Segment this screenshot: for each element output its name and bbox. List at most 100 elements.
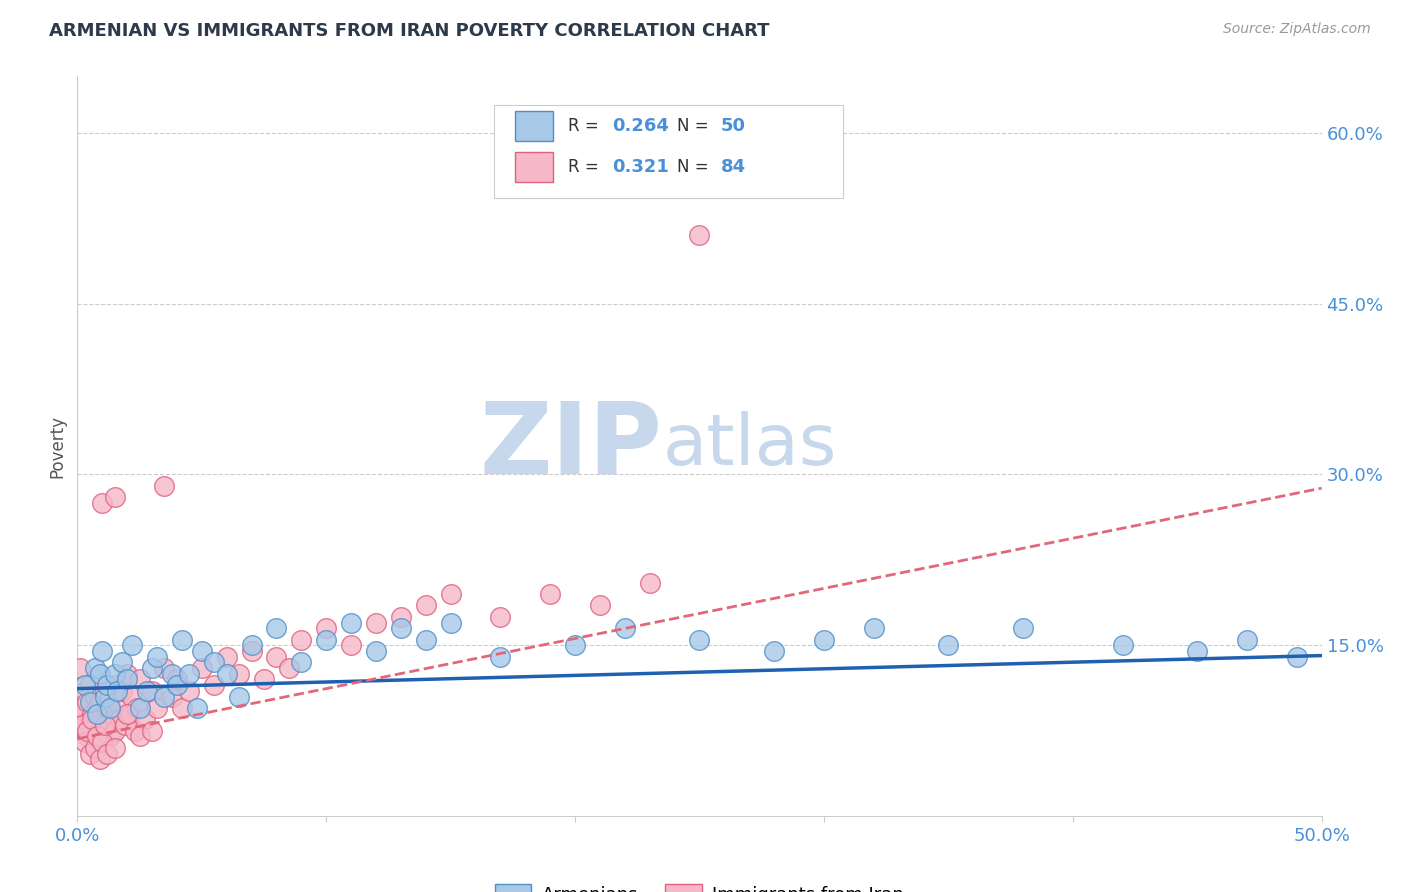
Point (82, 723, 104, 738)
Point (73, 718, 96, 732)
Point (141, 723, 163, 738)
Text: ZIP: ZIP (479, 398, 662, 494)
Point (215, 666, 238, 681)
Point (191, 644, 214, 658)
Text: ARMENIAN VS IMMIGRANTS FROM IRAN POVERTY CORRELATION CHART: ARMENIAN VS IMMIGRANTS FROM IRAN POVERTY… (49, 22, 769, 40)
Point (415, 632, 437, 647)
Point (79, 678, 101, 692)
Point (128, 701, 150, 715)
Point (76, 723, 98, 738)
Point (101, 706, 124, 721)
Point (141, 661, 163, 675)
Point (1236, 632, 1258, 647)
Point (72, 701, 94, 715)
Point (96, 718, 118, 732)
Point (228, 690, 250, 704)
Point (240, 638, 263, 652)
Text: 84: 84 (721, 158, 745, 176)
Point (72, 723, 94, 738)
Point (240, 644, 263, 658)
Point (93, 718, 115, 732)
Text: atlas: atlas (662, 411, 837, 481)
FancyBboxPatch shape (516, 152, 553, 182)
Point (364, 615, 387, 630)
Point (79, 712, 101, 726)
Point (364, 644, 387, 658)
Point (589, 599, 612, 613)
Point (489, 649, 512, 664)
Point (91, 706, 114, 721)
Point (115, 706, 138, 721)
Point (813, 632, 835, 647)
Point (121, 638, 143, 652)
Point (134, 712, 156, 726)
Point (93, 701, 115, 715)
Point (170, 701, 193, 715)
Point (91, 644, 114, 658)
Point (340, 638, 363, 652)
Point (315, 621, 337, 635)
Point (277, 661, 299, 675)
Text: R =: R = (568, 158, 603, 176)
Point (91, 723, 114, 738)
Point (340, 615, 363, 630)
Point (93, 690, 115, 704)
Point (96, 678, 118, 692)
Point (124, 723, 146, 738)
Point (538, 587, 561, 601)
Point (136, 684, 159, 698)
Point (186, 701, 208, 715)
Point (118, 706, 141, 721)
Point (108, 712, 131, 726)
Point (128, 673, 150, 687)
Point (86, 740, 108, 755)
Point (689, 228, 711, 243)
Point (105, 684, 128, 698)
Point (86, 706, 108, 721)
Text: Source: ZipAtlas.com: Source: ZipAtlas.com (1223, 22, 1371, 37)
Point (153, 479, 176, 493)
Point (104, 678, 127, 692)
Point (153, 690, 176, 704)
Point (89, 712, 111, 726)
Point (763, 644, 786, 658)
Y-axis label: Poverty: Poverty (48, 415, 66, 477)
Point (489, 610, 512, 624)
Point (290, 632, 312, 647)
Point (1111, 638, 1133, 652)
Point (160, 690, 183, 704)
Point (253, 673, 276, 687)
Point (98, 690, 121, 704)
Point (202, 656, 225, 670)
Point (104, 723, 127, 738)
Point (114, 718, 136, 732)
Point (125, 701, 148, 715)
Text: 0.321: 0.321 (613, 158, 669, 176)
Point (389, 621, 412, 635)
Point (91, 735, 114, 749)
Point (564, 638, 586, 652)
Point (69, 706, 91, 721)
Point (69, 661, 91, 675)
Point (104, 740, 127, 755)
Point (115, 666, 138, 681)
Point (91, 496, 114, 510)
Point (415, 599, 437, 613)
Point (266, 621, 288, 635)
Point (146, 701, 169, 715)
Point (76, 730, 98, 744)
Point (179, 666, 201, 681)
FancyBboxPatch shape (494, 105, 842, 198)
Point (439, 615, 461, 630)
Point (936, 638, 959, 652)
Point (83, 661, 105, 675)
Point (638, 575, 661, 590)
Point (83, 690, 105, 704)
Text: 50: 50 (721, 117, 745, 136)
Point (111, 684, 134, 698)
Point (98, 730, 121, 744)
Point (1185, 644, 1208, 658)
Point (82, 712, 104, 726)
Point (72, 718, 94, 732)
Text: N =: N = (678, 117, 714, 136)
